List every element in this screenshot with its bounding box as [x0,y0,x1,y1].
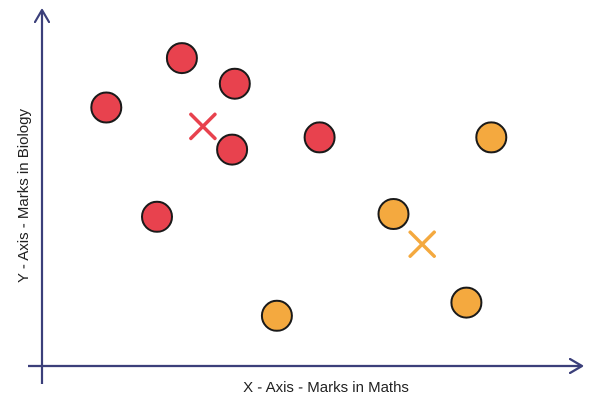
y-axis-label: Y - Axis - Marks in Biology [15,109,32,283]
centroid-marker-cluster-2 [408,230,436,258]
scatter-point-cluster-1-1 [90,91,123,124]
x-axis-label: X - Axis - Marks in Maths [243,379,409,396]
scatter-point-cluster-1-6 [141,200,173,233]
scatter-point-cluster-1-4 [216,133,249,166]
scatter-point-cluster-2-4 [260,299,293,332]
scatter-point-cluster-1-2 [165,42,198,75]
plot-marks [90,42,508,332]
scatter-point-cluster-2-1 [377,198,410,230]
scatter-point-cluster-1-3 [218,67,251,100]
scatter-point-cluster-2-2 [475,121,508,154]
scatter-point-cluster-2-3 [450,286,483,319]
scatter-point-cluster-1-5 [303,121,336,154]
centroid-marker-cluster-1 [189,112,217,141]
